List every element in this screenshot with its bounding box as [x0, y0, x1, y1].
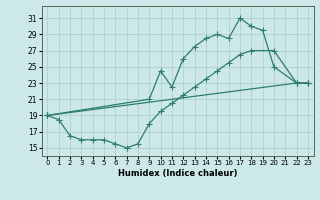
X-axis label: Humidex (Indice chaleur): Humidex (Indice chaleur) — [118, 169, 237, 178]
